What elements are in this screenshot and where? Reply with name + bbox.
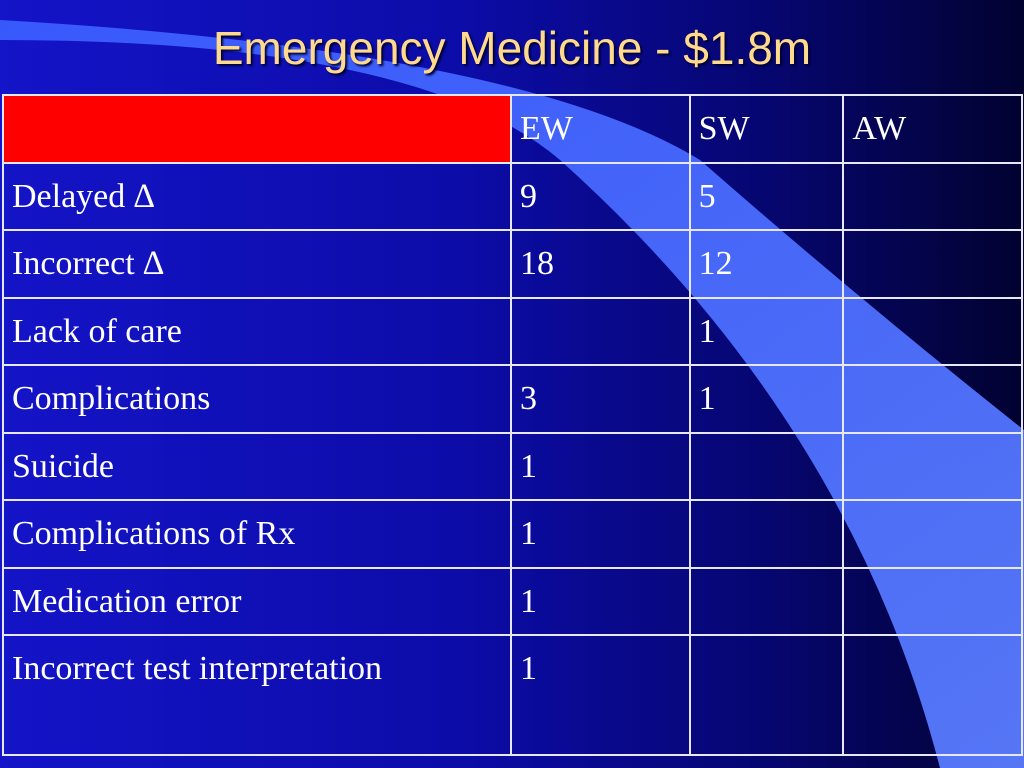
row-label: Incorrect ∆ [2,229,512,299]
row-label: Delayed ∆ [2,161,512,231]
data-table: EW SW AW Delayed ∆ 9 5 Incorrect ∆ 18 12… [2,94,1023,756]
cell-sw: 1 [688,364,845,434]
header-sw: SW [688,94,845,164]
cell-aw [842,229,1023,299]
cell-ew: 1 [510,566,691,636]
table-row: Complications 3 1 [2,364,1023,434]
header-corner-cell [2,94,512,164]
cell-aw [842,364,1023,434]
row-label: Suicide [2,431,512,501]
cell-ew: 1 [510,634,691,756]
cell-aw [842,566,1023,636]
row-label: Lack of care [2,296,512,366]
row-label: Medication error [2,566,512,636]
table-row: Medication error 1 [2,566,1023,636]
cell-aw [842,161,1023,231]
cell-ew: 1 [510,431,691,501]
table-row: Lack of care 1 [2,296,1023,366]
table-row: Incorrect test interpretation 1 [2,634,1023,756]
row-label: Incorrect test interpretation [2,634,512,756]
cell-aw [842,499,1023,569]
table-row: Incorrect ∆ 18 12 [2,229,1023,299]
header-aw: AW [842,94,1023,164]
row-label: Complications [2,364,512,434]
cell-ew [510,296,691,366]
cell-sw: 1 [688,296,845,366]
cell-sw [688,499,845,569]
cell-ew: 3 [510,364,691,434]
table-row: Complications of Rx 1 [2,499,1023,569]
cell-sw: 12 [688,229,845,299]
cell-ew: 9 [510,161,691,231]
cell-ew: 1 [510,499,691,569]
cell-sw [688,431,845,501]
cell-sw: 5 [688,161,845,231]
table-row: Delayed ∆ 9 5 [2,161,1023,231]
header-row: EW SW AW [2,94,1023,164]
cell-aw [842,634,1023,756]
cell-aw [842,296,1023,366]
header-ew: EW [510,94,691,164]
cell-aw [842,431,1023,501]
slide-title: Emergency Medicine - $1.8m [212,22,812,74]
cell-sw [688,566,845,636]
cell-ew: 18 [510,229,691,299]
row-label: Complications of Rx [2,499,512,569]
table-row: Suicide 1 [2,431,1023,501]
cell-sw [688,634,845,756]
